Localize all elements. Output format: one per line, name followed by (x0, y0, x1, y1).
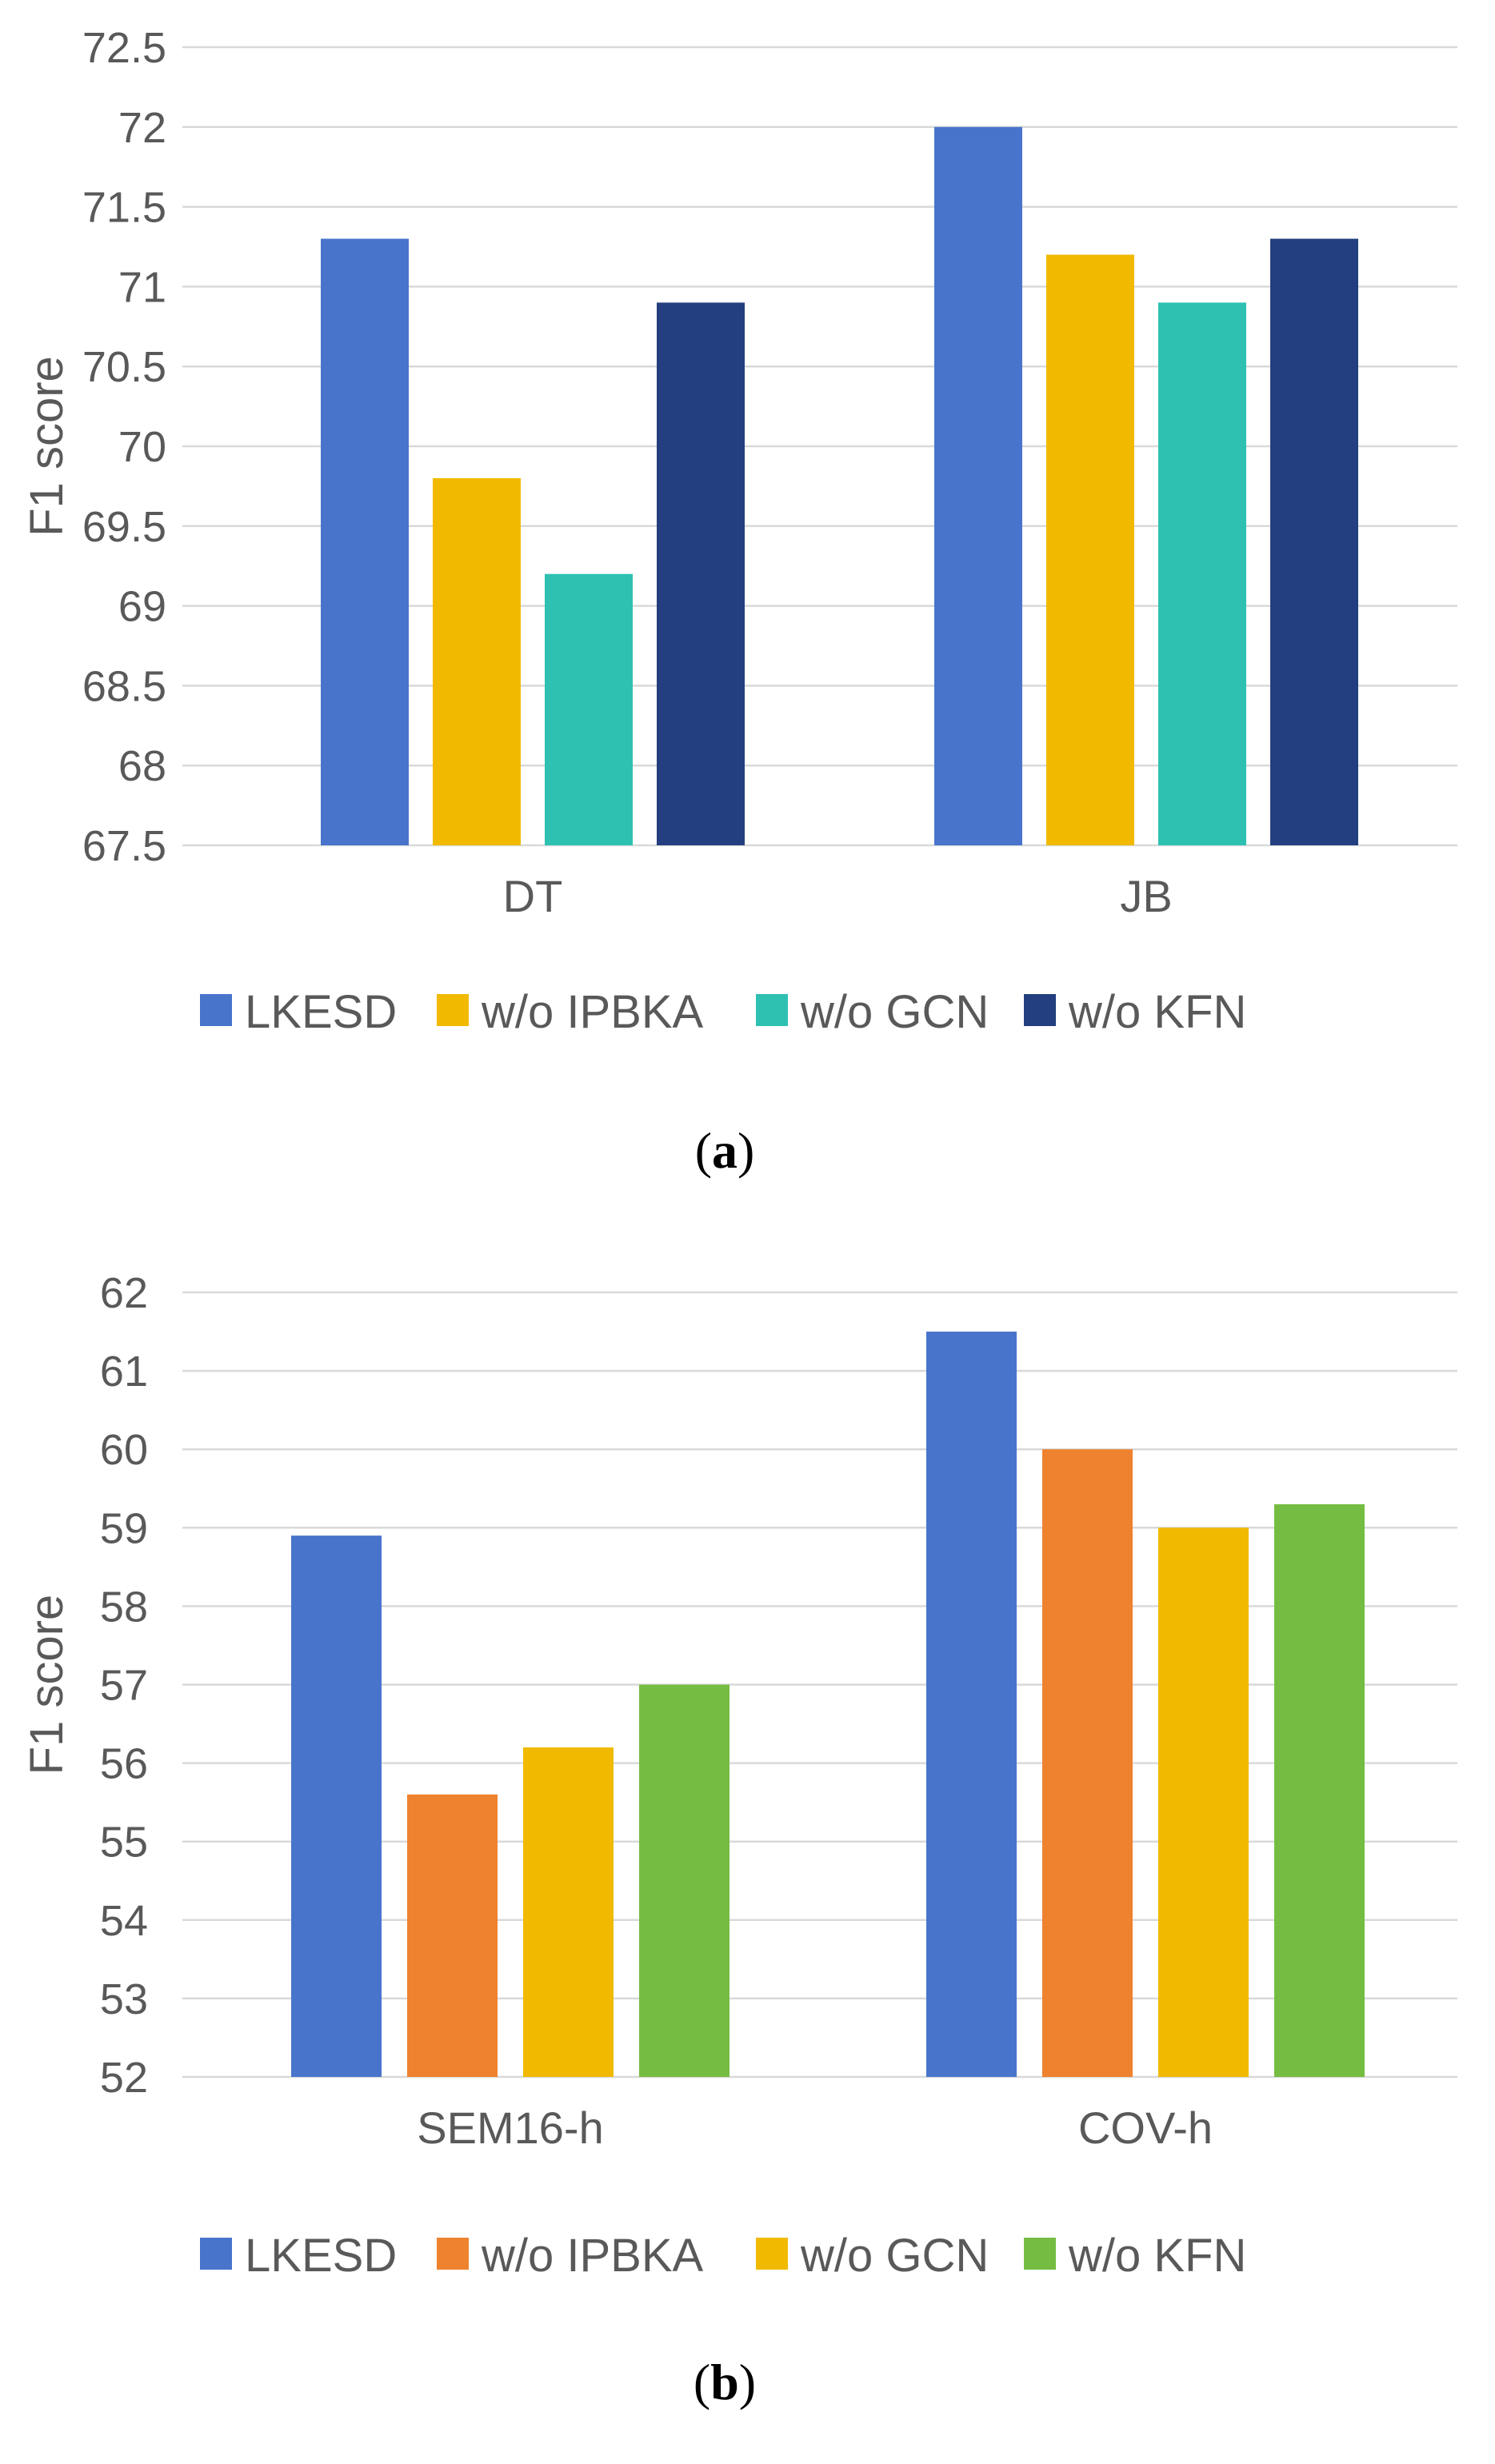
bar (321, 238, 409, 845)
y-tick-label: 67.5 (82, 822, 166, 870)
y-tick-label: 68 (118, 742, 166, 790)
y-tick-label: 72.5 (82, 24, 166, 72)
y-tick-label: 58 (100, 1583, 148, 1631)
chart-panel-b: 52 53 54 55 56 57 58 59 60 61 62 F1 score SEM16-h COV… (0, 1232, 1495, 2460)
y-axis-title: F1 score (21, 356, 73, 537)
legend-swatch (1024, 994, 1056, 1026)
bar (523, 1747, 614, 2077)
y-tick-label: 69 (118, 583, 166, 631)
y-tick-label: 70 (118, 423, 166, 471)
legend-label: LKESD (245, 986, 397, 1038)
panel-caption: (a) (695, 1122, 755, 1179)
bar (1042, 1449, 1133, 2077)
y-tick-label: 59 (100, 1504, 148, 1552)
y-tick-label: 53 (100, 1975, 148, 2023)
y-tick-label: 71 (118, 263, 166, 311)
legend-swatch (1024, 2238, 1056, 2270)
y-axis-title: F1 score (21, 1595, 73, 1775)
y-tick-label: 61 (100, 1348, 148, 1396)
legend-swatch (756, 994, 788, 1026)
legend-swatch (200, 2238, 232, 2270)
y-tick-label: 55 (100, 1819, 148, 1867)
bar (934, 126, 1022, 846)
y-tick-label: 62 (100, 1269, 148, 1317)
legend-label: w/o IPBKA (481, 2230, 704, 2282)
bar (639, 1684, 730, 2077)
legend-label: w/o KFN (1068, 986, 1246, 1038)
bar (1158, 302, 1246, 845)
category-label: COV-h (1078, 2103, 1213, 2153)
chart-panel-a: 67.5 68 68.5 69 69.5 70 70.5 71 71.5 72 72.5 F1 sco… (0, 0, 1495, 1200)
y-tick-label: 56 (100, 1740, 148, 1788)
y-tick-label: 69.5 (82, 503, 166, 551)
y-tick-label: 54 (100, 1897, 148, 1945)
y-tick-label: 68.5 (82, 662, 166, 710)
panel-letter: b (710, 2354, 739, 2410)
bar (1274, 1504, 1365, 2077)
y-tick-label: 70.5 (82, 343, 166, 391)
bar-chart-b: 52 53 54 55 56 57 58 59 60 61 62 F1 score SEM16-h COV… (21, 1269, 1457, 2410)
panel-letter: a (712, 1122, 738, 1179)
y-tick-label: 60 (100, 1426, 148, 1474)
bar (291, 1536, 382, 2077)
legend-label: w/o GCN (800, 2230, 989, 2282)
legend-swatch (437, 2238, 469, 2270)
legend-swatch (200, 994, 232, 1026)
bar (1158, 1528, 1249, 2077)
y-tick-label: 57 (100, 1662, 148, 1710)
bar (657, 302, 745, 845)
legend-swatch (437, 994, 469, 1026)
panel-caption: (b) (694, 2354, 756, 2410)
bar (1270, 238, 1358, 845)
bar (407, 1794, 498, 2077)
legend-label: LKESD (245, 2230, 397, 2282)
category-label: DT (503, 871, 563, 921)
bar (926, 1332, 1017, 2077)
legend-label: w/o IPBKA (481, 986, 704, 1038)
y-tick-label: 72 (118, 104, 166, 152)
legend-label: w/o GCN (800, 986, 989, 1038)
bar (545, 573, 633, 845)
bar-chart-a: 67.5 68 68.5 69 69.5 70 70.5 71 71.5 72 72.5 F1 sco… (21, 24, 1457, 1179)
bar (433, 477, 521, 845)
y-tick-label: 71.5 (82, 184, 166, 232)
legend-swatch (756, 2238, 788, 2270)
legend-label: w/o KFN (1068, 2230, 1246, 2282)
category-label: SEM16-h (417, 2103, 603, 2153)
bar (1046, 254, 1134, 846)
category-label: JB (1120, 871, 1172, 921)
y-tick-label: 52 (100, 2054, 148, 2102)
